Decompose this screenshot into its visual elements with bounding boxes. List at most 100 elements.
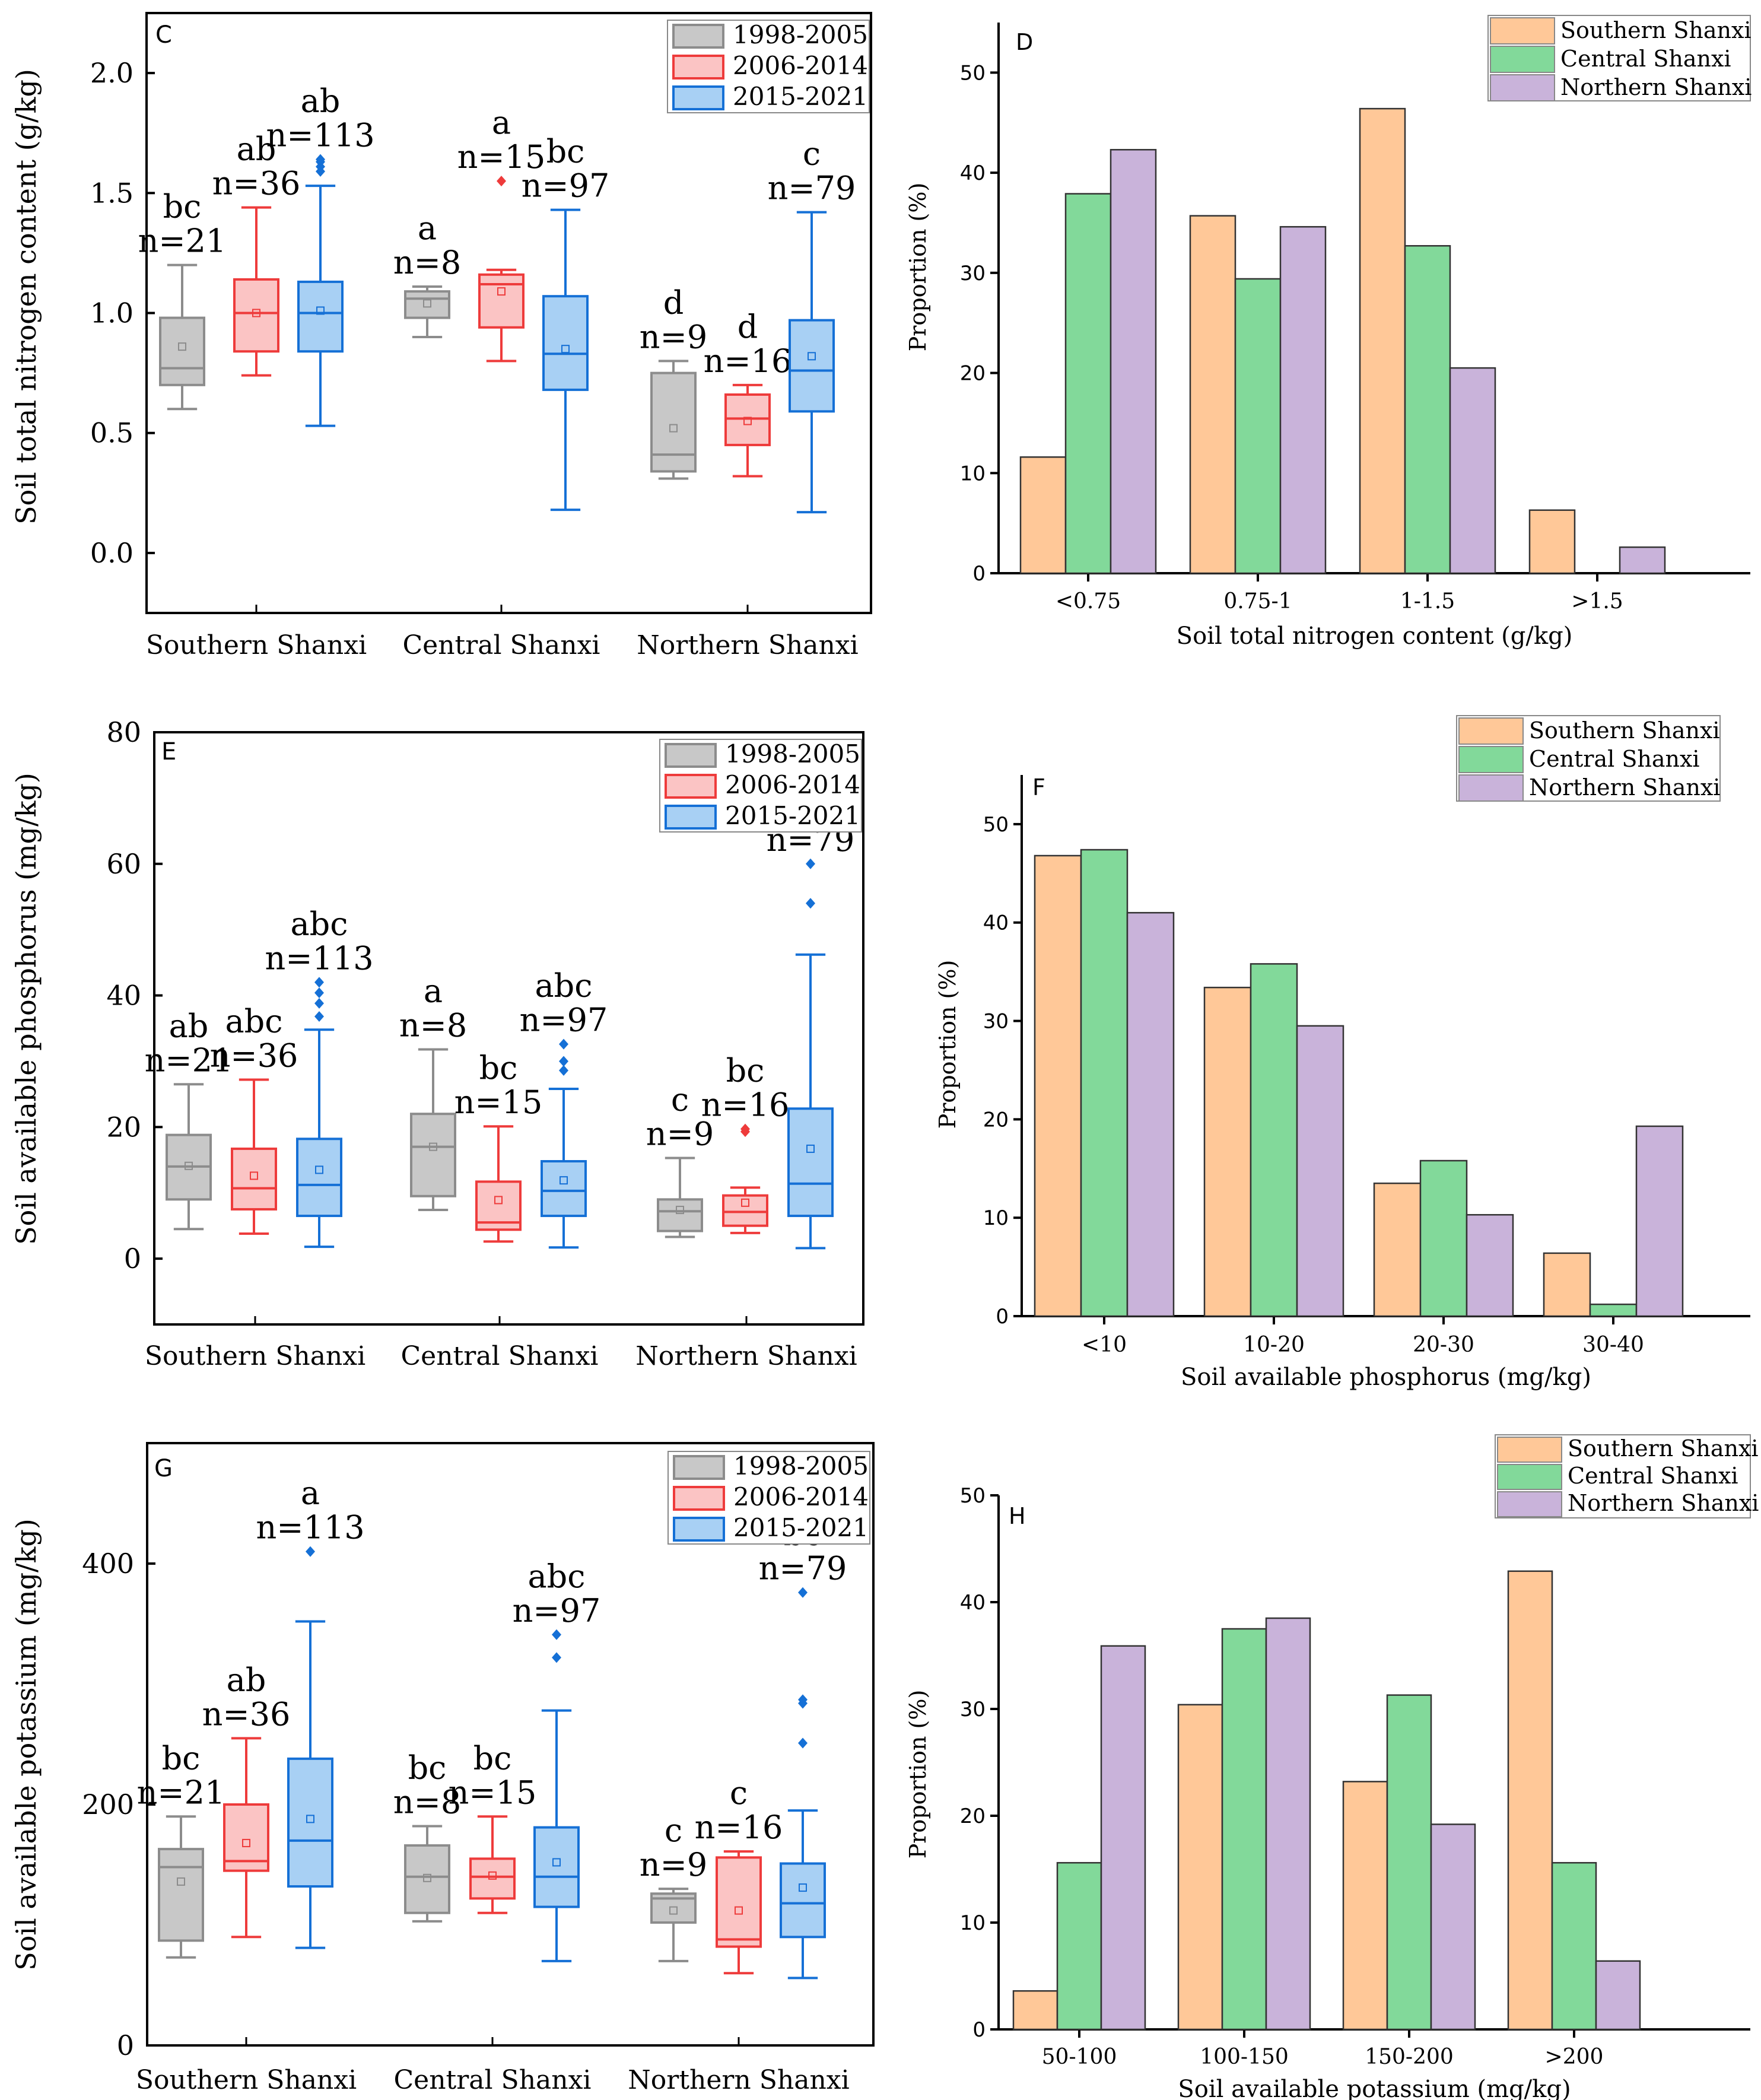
bar (1012, 1990, 1058, 2031)
bar (1404, 245, 1451, 574)
significance-letter: bc (163, 188, 202, 225)
significance-letter: ab (301, 82, 341, 120)
outlier-point (559, 1065, 568, 1076)
significance-letter: c (803, 135, 821, 173)
y-tick-label: 60 (106, 848, 141, 880)
bar (1221, 1628, 1267, 2031)
y-tick-label: 40 (960, 161, 986, 185)
legend-entry: Southern Shanxi (1560, 17, 1752, 43)
y-tick-label: 20 (983, 1108, 1009, 1132)
legend-entry: 1998-2005 (733, 1451, 869, 1481)
x-tick-label: 10-20 (1243, 1333, 1305, 1357)
outlier-point (552, 1629, 561, 1640)
significance-letter: ab (237, 131, 276, 168)
box-iqr (787, 1107, 834, 1218)
y-axis-label: Soil total nitrogen content (g/kg) (10, 69, 42, 525)
mean-marker (242, 1838, 250, 1847)
y-tick-label: 400 (82, 1548, 134, 1580)
sample-size-label: n=8 (393, 1784, 461, 1821)
x-category-label: Northern Shanxi (628, 2065, 849, 2095)
bar (1177, 1704, 1223, 2031)
bar-panel-H: 0 10 20 30 40 50 50-100 100-150 150-200 >200 Soil … (905, 1434, 1759, 2100)
mean-marker (429, 1142, 437, 1151)
y-tick-label: 0 (972, 2018, 986, 2042)
box-iqr (404, 1844, 450, 1914)
outlier-point (806, 858, 815, 869)
mean-marker (423, 1873, 431, 1882)
y-tick-label: 0 (996, 1305, 1009, 1329)
x-category-label: Southern Shanxi (145, 1341, 365, 1371)
bar (1265, 1617, 1311, 2031)
mean-marker (185, 1161, 193, 1170)
x-axis-label: Soil available phosphorus (mg/kg) (1181, 1364, 1591, 1391)
sample-size-label: n=21 (145, 1041, 233, 1079)
y-tick-label: 1.0 (90, 297, 133, 329)
box-E-g2-p0: n=9c (646, 1081, 714, 1238)
bar (1373, 1182, 1422, 1317)
y-tick-label: 0 (972, 562, 986, 586)
mean-marker (497, 287, 506, 296)
legend-swatch (672, 24, 724, 49)
y-tick-label: 10 (960, 1911, 986, 1935)
significance-letter: a (418, 209, 437, 247)
outlier-point (806, 898, 815, 909)
sample-size-label: n=97 (513, 1592, 601, 1629)
x-tick-label: >1.5 (1571, 589, 1623, 614)
bar (1250, 963, 1298, 1317)
box-iqr (158, 1848, 204, 1942)
box-iqr (716, 1856, 762, 1948)
box-iqr (541, 1159, 587, 1218)
mean-marker (799, 1883, 807, 1892)
outlier-point (798, 1694, 808, 1705)
boxplot-panel-C: 0.0 0.5 1.0 1.5 2.0 Southern Shanxi Central Sh… (10, 12, 872, 660)
y-axis-label: Soil available potassium (mg/kg) (10, 1518, 42, 1971)
box-iqr (159, 316, 205, 386)
panel-label: C (155, 21, 172, 49)
mean-marker (423, 299, 431, 308)
legend-entry: 2006-2014 (733, 1482, 869, 1511)
box-iqr (780, 1862, 826, 1939)
mean-marker (808, 352, 816, 361)
outlier-point (314, 987, 324, 999)
y-tick-label: 50 (960, 61, 986, 85)
box-iqr (223, 1803, 269, 1872)
y-tick-label: 40 (106, 980, 141, 1012)
significance-letter: a (301, 1475, 320, 1512)
x-tick-label: <10 (1082, 1333, 1127, 1357)
box-C-g2-p0: n=9d (640, 284, 707, 480)
x-axis-label: Soil total nitrogen content (g/kg) (1177, 622, 1573, 650)
significance-letter: bc (479, 1049, 518, 1086)
plot-frame (153, 731, 864, 1326)
significance-letter: a (424, 972, 443, 1009)
mean-marker (735, 1906, 743, 1915)
panel-label: F (1032, 774, 1045, 800)
y-tick-label: 0 (117, 2029, 134, 2061)
y-tick-label: 50 (983, 813, 1009, 837)
x-tick-label: 0.75-1 (1223, 589, 1292, 614)
legend-entry: 2006-2014 (733, 51, 868, 80)
legend-entry: Central Shanxi (1560, 46, 1731, 72)
x-tick-label: >200 (1545, 2045, 1604, 2069)
bar (1551, 1861, 1597, 2031)
box-iqr (650, 371, 697, 473)
significance-letter: bc (473, 1739, 512, 1777)
significance-letter: bc (546, 133, 585, 170)
mean-marker (561, 345, 570, 354)
sample-size-label: n=113 (266, 117, 374, 154)
legend-swatch (1497, 1491, 1562, 1517)
x-tick-label: <0.75 (1056, 589, 1121, 614)
legend-entry: 1998-2005 (725, 739, 860, 768)
y-tick-label: 20 (960, 1804, 986, 1828)
x-tick-label: 50-100 (1042, 2045, 1117, 2069)
box-G-g2-p0: n=9c (640, 1812, 707, 1962)
sample-size-label: n=113 (265, 939, 373, 977)
x-category-label: Southern Shanxi (146, 630, 367, 660)
sample-size-label: n=15 (454, 1084, 543, 1121)
box-iqr (657, 1198, 703, 1232)
